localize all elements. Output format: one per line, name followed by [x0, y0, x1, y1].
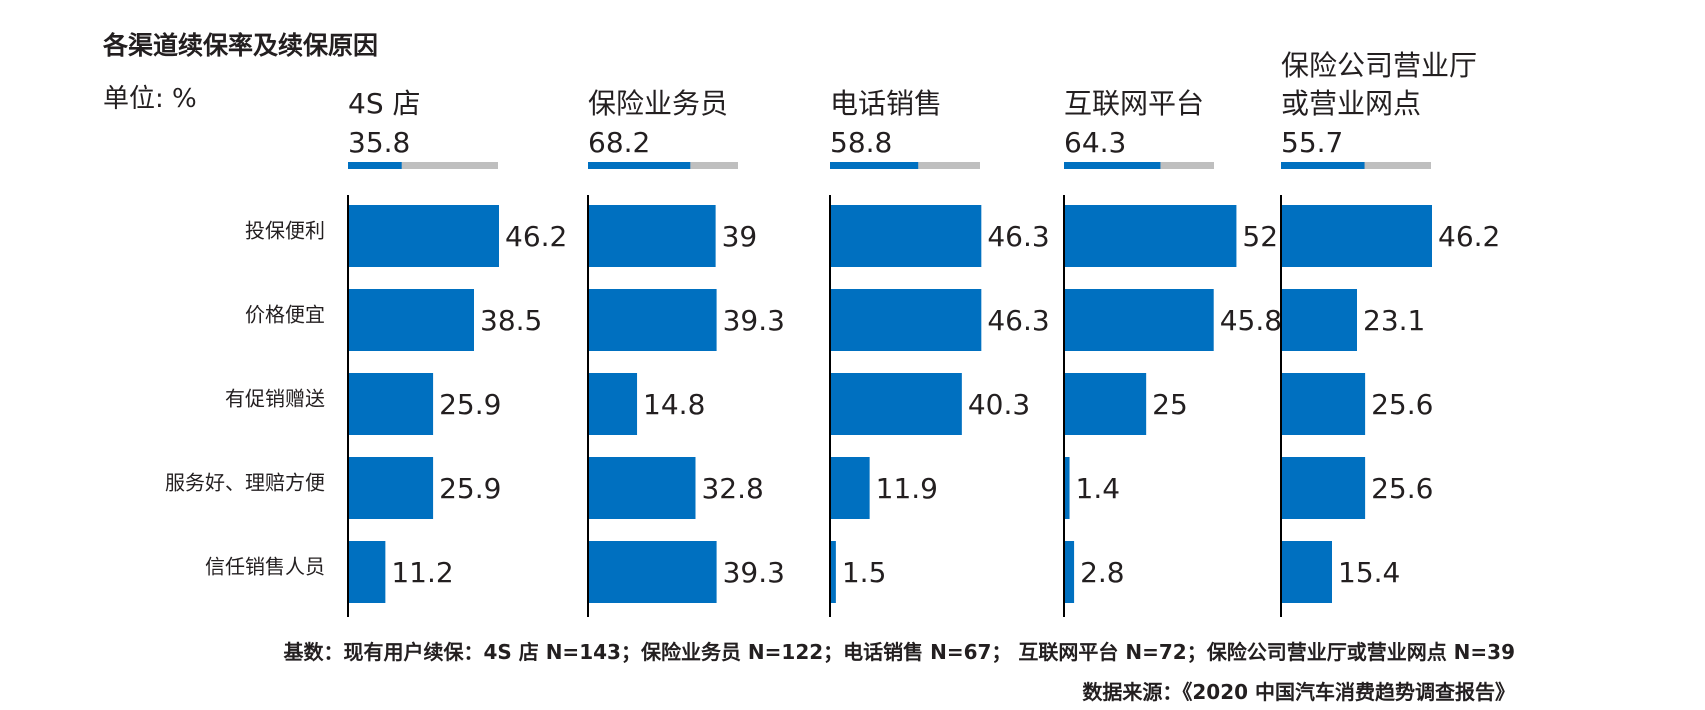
unit-label: 单位: %: [103, 84, 197, 114]
source-footnote: 数据来源：《2020 中国汽车消费趋势调查报告》: [1082, 680, 1515, 704]
bar-value-label: 46.2: [505, 220, 567, 253]
bar-value-label: 25.9: [439, 472, 501, 505]
bar: [1065, 373, 1147, 435]
bar: [349, 373, 434, 435]
bar-value-label: 2.8: [1080, 556, 1125, 589]
bar-value-label: 46.3: [987, 220, 1049, 253]
bar: [831, 205, 982, 267]
renewal-rate-value: 55.7: [1281, 126, 1343, 159]
panel-name: 4S 店: [348, 87, 421, 120]
bar: [1282, 457, 1366, 519]
bar: [589, 373, 638, 435]
bar-value-label: 40.3: [968, 388, 1030, 421]
bar: [831, 373, 962, 435]
bar: [1065, 457, 1070, 519]
renewal-rate-value: 35.8: [348, 126, 410, 159]
bar-value-label: 23.1: [1363, 304, 1425, 337]
bar: [349, 457, 434, 519]
bar: [1282, 541, 1332, 603]
panel-name: 电话销售: [830, 87, 942, 120]
bar: [831, 289, 982, 351]
bar: [831, 457, 870, 519]
bar: [1282, 205, 1432, 267]
bar: [589, 205, 716, 267]
bar-value-label: 1.5: [842, 556, 887, 589]
renewal-rate-fill: [348, 162, 402, 169]
bar: [1065, 205, 1237, 267]
bar-value-label: 11.2: [391, 556, 453, 589]
bar: [589, 457, 696, 519]
bar-value-label: 39: [722, 220, 758, 253]
bar-value-label: 11.9: [876, 472, 938, 505]
bar-value-label: 46.2: [1438, 220, 1500, 253]
bar-value-label: 38.5: [480, 304, 542, 337]
bar-value-label: 25.9: [439, 388, 501, 421]
category-label: 信任销售人员: [205, 555, 325, 579]
panel-name: 保险公司营业厅: [1281, 49, 1477, 82]
bar: [1065, 289, 1214, 351]
bar-value-label: 39.3: [723, 556, 785, 589]
bar-value-label: 25.6: [1371, 388, 1433, 421]
panel-name: 保险业务员: [588, 87, 728, 120]
bar-value-label: 46.3: [987, 304, 1049, 337]
category-label: 投保便利: [245, 219, 325, 243]
renewal-rate-value: 64.3: [1064, 126, 1126, 159]
bar: [589, 541, 717, 603]
bar-value-label: 15.4: [1338, 556, 1400, 589]
chart-title: 各渠道续保率及续保原因: [103, 31, 379, 60]
bar: [1282, 289, 1357, 351]
bar-value-label: 39.3: [723, 304, 785, 337]
category-label: 服务好、理赔方便: [165, 471, 325, 495]
bar: [589, 289, 717, 351]
bar-value-label: 1.4: [1076, 472, 1121, 505]
bar: [349, 205, 499, 267]
renewal-rate-fill: [830, 162, 919, 169]
renewal-rate-value: 58.8: [830, 126, 892, 159]
bar: [831, 541, 836, 603]
bar-value-label: 25.6: [1371, 472, 1433, 505]
renewal-rate-fill: [1281, 162, 1365, 169]
renewal-rate-value: 68.2: [588, 126, 650, 159]
bar: [1282, 373, 1366, 435]
bar: [349, 289, 474, 351]
bar-value-label: 32.8: [701, 472, 763, 505]
bar-value-label: 45.8: [1220, 304, 1282, 337]
renewal-rate-fill: [1064, 162, 1161, 169]
bar-value-label: 25: [1152, 388, 1188, 421]
bar-value-label: 14.8: [643, 388, 705, 421]
bar: [349, 541, 386, 603]
renewal-rate-fill: [588, 162, 691, 169]
bar: [1065, 541, 1075, 603]
panel-name: 或营业网点: [1281, 87, 1421, 120]
base-footnote: 基数：现有用户续保：4S 店 N=143；保险业务员 N=122；电话销售 N=…: [283, 640, 1515, 664]
category-label: 价格便宜: [245, 303, 325, 327]
category-label: 有促销赠送: [225, 387, 325, 411]
panel-name: 互联网平台: [1064, 87, 1204, 120]
renewal-rate-track: [348, 162, 498, 169]
